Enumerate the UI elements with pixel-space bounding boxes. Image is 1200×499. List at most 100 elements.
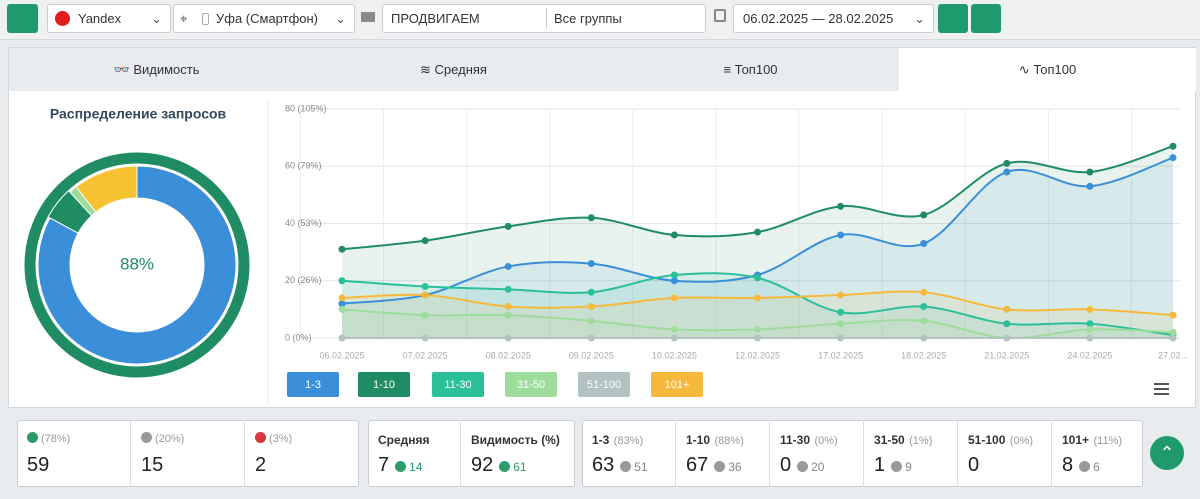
- point: [920, 288, 928, 296]
- phone-icon: [202, 13, 209, 25]
- calendar-icon: [714, 9, 726, 22]
- point: [338, 305, 346, 313]
- point: [670, 231, 678, 239]
- refresh-button[interactable]: [7, 4, 38, 33]
- pie-slice: [37, 165, 237, 365]
- point: [587, 334, 595, 342]
- stat-value: 7: [378, 454, 390, 476]
- chevron: ⌄: [151, 11, 162, 26]
- tab[interactable]: ≋ Средняя: [420, 62, 487, 77]
- x-tick-label: 17.02.2025: [818, 350, 863, 360]
- stat-icon: [255, 432, 266, 443]
- engine-select[interactable]: Yandex ⌄: [47, 4, 171, 33]
- legend-swatch: [287, 372, 339, 397]
- y-tick-label: 40 (53%): [285, 218, 322, 228]
- chevron: ⌄: [335, 11, 346, 26]
- tab-active[interactable]: ∿ Топ100: [899, 48, 1196, 91]
- x-tick-label: 24.02.2025: [1067, 350, 1112, 360]
- legend-label: 31-50: [517, 379, 545, 391]
- stat-body: 0: [968, 454, 979, 477]
- point: [1086, 182, 1094, 190]
- point: [754, 294, 761, 302]
- point: [837, 320, 845, 328]
- legend-swatch: [505, 372, 557, 397]
- point: [338, 245, 346, 253]
- menu-icon[interactable]: [1154, 383, 1169, 395]
- point: [1003, 305, 1011, 313]
- stat-pct: (0%): [814, 435, 838, 447]
- point: [1086, 320, 1094, 328]
- counts-box: [17, 420, 359, 487]
- legend-item[interactable]: 11-30: [432, 372, 484, 397]
- stat-value: 2: [255, 454, 267, 476]
- stat-label: Видимость (%): [471, 433, 560, 447]
- point: [1003, 320, 1011, 328]
- stat-head: (20%): [141, 429, 184, 447]
- tab[interactable]: 👓 Видимость: [113, 62, 200, 77]
- x-tick-label: 21.02.2025: [984, 350, 1029, 360]
- point: [1086, 334, 1094, 342]
- stat-head: Средняя: [378, 431, 430, 449]
- stat-icon: [797, 461, 809, 472]
- stat-pct: (0%): [1009, 435, 1034, 447]
- point: [837, 334, 845, 342]
- y-tick-label: 20 (26%): [285, 275, 322, 285]
- point: [1169, 154, 1177, 162]
- region-select[interactable]: ⌖ Уфа (Смартфон) ⌄: [173, 4, 355, 33]
- stat-delta: 20: [811, 460, 825, 474]
- stat-icon: [891, 461, 903, 472]
- outer-ring: [24, 152, 250, 378]
- tab-label: Средняя: [434, 62, 487, 77]
- stat-value: 92: [471, 454, 494, 476]
- point: [504, 303, 512, 311]
- stat-pct: (20%): [155, 433, 185, 445]
- point: [504, 262, 512, 270]
- point: [338, 334, 346, 342]
- legend-item[interactable]: 1-10: [358, 372, 410, 397]
- stat-value: 63: [592, 454, 615, 476]
- legend-label: 101+: [665, 379, 690, 391]
- legend-item[interactable]: 51-100: [578, 372, 630, 397]
- scroll-top-button[interactable]: ⌃: [1150, 436, 1184, 470]
- period-select[interactable]: 06.02.2025 — 28.02.2025 ⌄: [733, 4, 934, 33]
- x-tick-label: 18.02.2025: [901, 350, 946, 360]
- project: ПРОДВИГАЕМ: [391, 11, 480, 26]
- stat-head: 1-3 (83%): [592, 431, 643, 449]
- point: [837, 231, 845, 239]
- legend-swatch: [432, 372, 484, 397]
- project-select[interactable]: ПРОДВИГАЕМ Все группы: [382, 4, 706, 33]
- legend-item[interactable]: 1-3: [287, 372, 339, 397]
- stat-head: 11-30 (0%): [780, 431, 838, 449]
- stat-pct: (3%): [269, 433, 293, 445]
- stat-label: 11-30: [780, 433, 811, 447]
- x-tick-label: 27.02...: [1158, 350, 1188, 360]
- stat-body: 0 20: [780, 454, 824, 477]
- point: [1169, 328, 1177, 336]
- point: [421, 282, 429, 290]
- point: [587, 260, 595, 268]
- stat-icon: [27, 432, 38, 443]
- export-button[interactable]: [971, 4, 1001, 33]
- tab[interactable]: ≡ Топ100: [723, 62, 778, 77]
- point: [670, 325, 678, 333]
- legend-label: 51-100: [587, 379, 621, 391]
- stat-pct: (11%): [1093, 435, 1123, 447]
- x-tick-label: 09.02.2025: [569, 350, 614, 360]
- stat-head: (3%): [255, 429, 292, 447]
- stat-value: 59: [27, 454, 50, 476]
- stat-value: 8: [1062, 454, 1074, 476]
- stat-label: 101+: [1062, 433, 1090, 447]
- point: [504, 285, 512, 293]
- point: [338, 277, 346, 285]
- point: [1169, 142, 1177, 150]
- stat-icon: [499, 461, 511, 472]
- stat-pct: (83%): [613, 435, 644, 447]
- settings-button[interactable]: [938, 4, 968, 33]
- legend-item[interactable]: 31-50: [505, 372, 557, 397]
- legend-label: 11-30: [444, 379, 471, 391]
- point: [1003, 168, 1011, 176]
- legend-item[interactable]: 101+: [651, 372, 703, 397]
- pie-center-label: 88%: [120, 254, 154, 273]
- stat-icon: [620, 461, 632, 472]
